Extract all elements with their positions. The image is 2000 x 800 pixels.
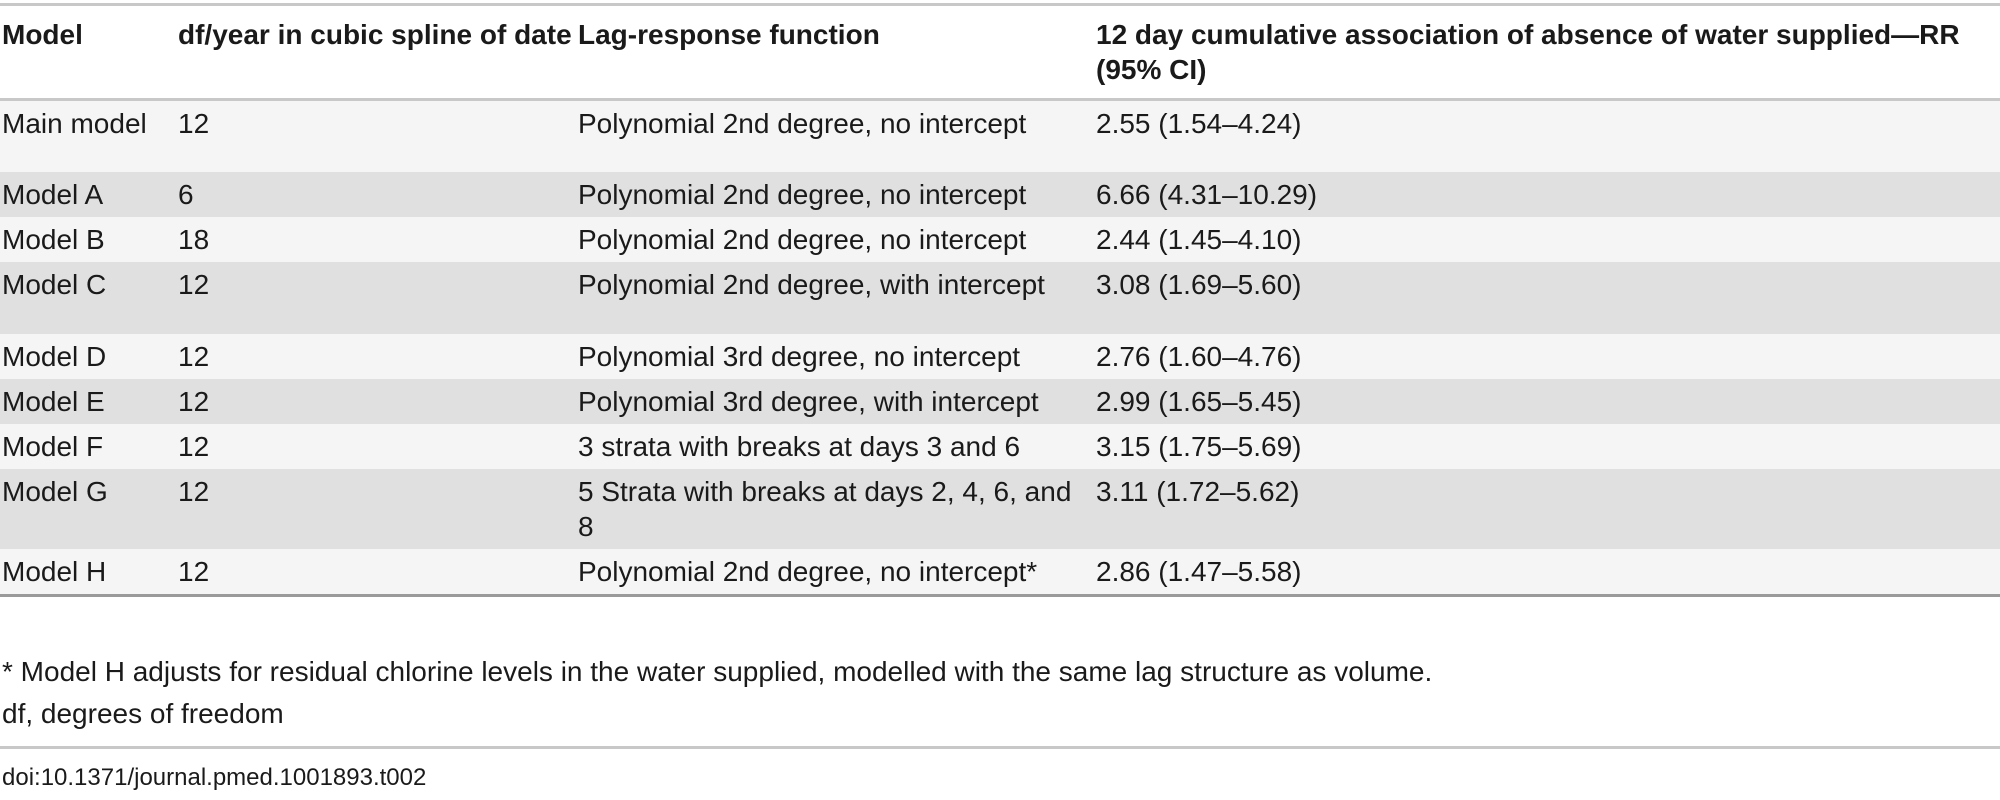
table-body: Main model 12 Polynomial 2nd degree, no … [0,99,2000,597]
cell-df: 12 [176,378,576,424]
cell-lag-response: Polynomial 2nd degree, no intercept* [576,548,1094,597]
cell-lag-response: Polynomial 3rd degree, with intercept [576,378,1094,424]
table-row: Main model 12 Polynomial 2nd degree, no … [0,99,2000,172]
cell-lag-response: Polynomial 2nd degree, with intercept [576,261,1094,334]
cell-rr-ci: 3.08 (1.69–5.60) [1094,261,2000,334]
cell-df: 6 [176,171,576,217]
top-rule [0,3,2000,6]
cell-rr-ci: 2.99 (1.65–5.45) [1094,378,2000,424]
results-table: Model df/year in cubic spline of date La… [0,6,2000,597]
cell-lag-response: Polynomial 2nd degree, no intercept [576,171,1094,217]
bottom-rule [0,746,2000,749]
cell-model: Model F [0,423,176,469]
table-header: Model df/year in cubic spline of date La… [0,6,2000,101]
cell-lag-response: Polynomial 2nd degree, no intercept [576,216,1094,262]
cell-rr-ci: 2.44 (1.45–4.10) [1094,216,2000,262]
cell-model: Model H [0,548,176,597]
cell-df: 12 [176,423,576,469]
cell-rr-ci: 6.66 (4.31–10.29) [1094,171,2000,217]
table-row: Model A 6 Polynomial 2nd degree, no inte… [0,171,2000,217]
table-row: Model H 12 Polynomial 2nd degree, no int… [0,548,2000,597]
header-cumulative-association: 12 day cumulative association of absence… [1094,6,2000,101]
cell-model: Model G [0,468,176,549]
cell-model: Model D [0,333,176,379]
header-lag-response: Lag-response function [576,6,1094,101]
cell-rr-ci: 3.11 (1.72–5.62) [1094,468,2000,549]
cell-model: Model A [0,171,176,217]
footnote-model-h: * Model H adjusts for residual chlorine … [2,656,1433,687]
table-row: Model E 12 Polynomial 3rd degree, with i… [0,378,2000,424]
cell-lag-response: 3 strata with breaks at days 3 and 6 [576,423,1094,469]
cell-model: Main model [0,99,176,172]
cell-rr-ci: 3.15 (1.75–5.69) [1094,423,2000,469]
cell-df: 12 [176,468,576,549]
cell-df: 12 [176,548,576,597]
cell-df: 18 [176,216,576,262]
cell-model: Model C [0,261,176,334]
cell-rr-ci: 2.76 (1.60–4.76) [1094,333,2000,379]
cell-lag-response: Polynomial 2nd degree, no intercept [576,99,1094,172]
header-row: Model df/year in cubic spline of date La… [0,6,2000,101]
table-row: Model G 12 5 Strata with breaks at days … [0,468,2000,549]
table-row: Model C 12 Polynomial 2nd degree, with i… [0,261,2000,334]
cell-df: 12 [176,99,576,172]
header-df-year: df/year in cubic spline of date [176,6,576,101]
footnote-df: df, degrees of freedom [2,698,284,729]
table-row: Model D 12 Polynomial 3rd degree, no int… [0,333,2000,379]
table-row: Model F 12 3 strata with breaks at days … [0,423,2000,469]
cell-lag-response: 5 Strata with breaks at days 2, 4, 6, an… [576,468,1094,549]
cell-lag-response: Polynomial 3rd degree, no intercept [576,333,1094,379]
cell-df: 12 [176,333,576,379]
cell-model: Model B [0,216,176,262]
cell-df: 12 [176,261,576,334]
doi-link[interactable]: doi:10.1371/journal.pmed.1001893.t002 [2,764,427,791]
cell-model: Model E [0,378,176,424]
table-row: Model B 18 Polynomial 2nd degree, no int… [0,216,2000,262]
header-model: Model [0,6,176,101]
cell-rr-ci: 2.55 (1.54–4.24) [1094,99,2000,172]
cell-rr-ci: 2.86 (1.47–5.58) [1094,548,2000,597]
